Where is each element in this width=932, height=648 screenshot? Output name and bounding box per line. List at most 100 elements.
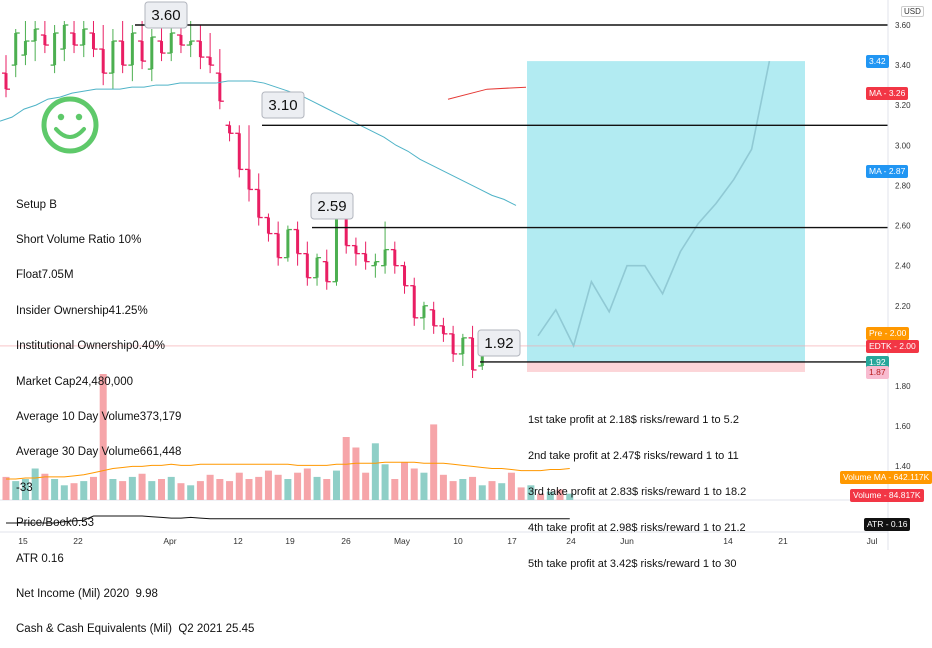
price-tick: 2.40 [895, 262, 911, 271]
volume-bar [187, 485, 195, 500]
volume-bar [449, 481, 457, 500]
volume-ma-line [6, 461, 570, 480]
time-tick: 12 [233, 536, 243, 546]
info-line: Insider Ownership41.25% [16, 304, 148, 317]
price-tag: 3.42 [866, 55, 889, 69]
volume-bar [566, 493, 574, 500]
levels: 3.60 3.10 2.59 1.92 [135, 1, 888, 363]
volume-bar [546, 491, 554, 500]
volume-bar [332, 470, 340, 500]
volume-bar [556, 489, 564, 500]
info-line: ATR 0.16 [16, 552, 64, 565]
level-callout-text: 3.10 [268, 97, 297, 114]
price-tag: Pre - 2.00 [866, 326, 910, 340]
time-tick: 14 [723, 536, 733, 546]
volume-bar [80, 481, 88, 500]
volume-bar [507, 472, 515, 500]
take-profit-line: 4th take profit at 2.98$ risks/reward 1 … [528, 522, 746, 534]
candle-body [354, 245, 358, 254]
price-tag: MA - 2.87 [866, 165, 909, 179]
volume-bar [381, 464, 389, 500]
take-profit-line: 5th take profit at 3.42$ risks/reward 1 … [528, 558, 737, 570]
candle-body [218, 73, 222, 102]
volume-bar [342, 437, 350, 500]
candle-body [14, 33, 18, 66]
candle-body [471, 337, 475, 370]
time-tick: Apr [163, 536, 176, 546]
volume-bar [41, 473, 49, 500]
volume-bar [60, 485, 68, 500]
price-tick: 2.60 [895, 222, 911, 231]
take-profit-line: 1st take profit at 2.18$ risks/reward 1 … [528, 414, 739, 426]
price-tag: MA - 3.26 [866, 87, 909, 101]
price-tick: 1.40 [895, 462, 911, 471]
indicator-tag: Volume - 84.817K [850, 489, 924, 502]
volume-bar [459, 479, 467, 500]
volume-bar [537, 493, 545, 500]
level-callout [310, 192, 354, 220]
candle-body [111, 41, 115, 74]
level-callout [477, 329, 521, 357]
volume-bar [119, 481, 127, 500]
candle-body [189, 41, 193, 46]
candle-body [393, 249, 397, 266]
volume-bar [138, 473, 146, 500]
candle-body [62, 25, 66, 50]
volume-bar [158, 479, 166, 500]
price-tick: 3.20 [895, 101, 911, 110]
time-tick: 22 [73, 536, 83, 546]
candle-body [344, 213, 348, 246]
volume-histogram [2, 374, 574, 500]
volume-bar [401, 462, 409, 500]
candle-body [373, 261, 377, 266]
price-tick: 1.80 [895, 382, 911, 391]
candle-body [286, 229, 290, 258]
candle-body [266, 217, 270, 234]
setup-info-panel: Setup B Short Volume Ratio 10% Float7.05… [16, 176, 254, 648]
candle-body [198, 41, 202, 58]
candle-body [334, 213, 338, 282]
volume-bar [226, 481, 234, 500]
volume-bar [51, 479, 59, 500]
volume-bar [430, 424, 438, 500]
price-chart[interactable]: 3.60 3.10 2.59 1.92 3.60 3.40 3.20 3.00 2.80 2.6… [0, 0, 932, 550]
volume-bar [128, 476, 136, 500]
candle-body [33, 29, 37, 42]
volume-bar [498, 483, 506, 500]
volume-bar [391, 479, 399, 500]
candle-body [441, 325, 445, 334]
volume-bar [274, 474, 282, 500]
volume-bar [294, 472, 302, 500]
volume-bar [420, 472, 428, 500]
volume-bar [235, 472, 243, 500]
time-tick: Jun [620, 536, 634, 546]
price-tag: 1.87 [866, 365, 889, 379]
volume-bar [303, 468, 311, 500]
candle-body [169, 33, 173, 54]
candle-body [23, 41, 27, 56]
volume-bar [109, 479, 117, 500]
volume-bar [167, 476, 175, 500]
price-tick: 2.80 [895, 181, 911, 190]
candle-body [247, 169, 251, 190]
atr-pane [6, 515, 570, 524]
candle-body [276, 233, 280, 258]
volume-bar [12, 481, 20, 500]
candle-body [257, 189, 261, 218]
indicator-tag: ATR - 0.16 [864, 518, 911, 531]
candle-body [422, 305, 426, 318]
info-line: Net Income (Mil) 2020 9.98 [16, 587, 158, 600]
candle-body [412, 285, 416, 318]
volume-bar [206, 474, 214, 500]
info-line: Price/Book0.53 [16, 517, 94, 530]
level-callout [144, 1, 188, 29]
volume-bar [70, 483, 78, 500]
volume-bar [517, 487, 525, 500]
time-tick: 24 [566, 536, 576, 546]
price-tick: 1.60 [895, 422, 911, 431]
candle-body [121, 41, 125, 66]
projection-line [537, 60, 771, 349]
candle-body [208, 57, 212, 66]
volume-bar [284, 479, 292, 500]
info-line: Average 30 Day Volume661,448 [16, 446, 182, 459]
